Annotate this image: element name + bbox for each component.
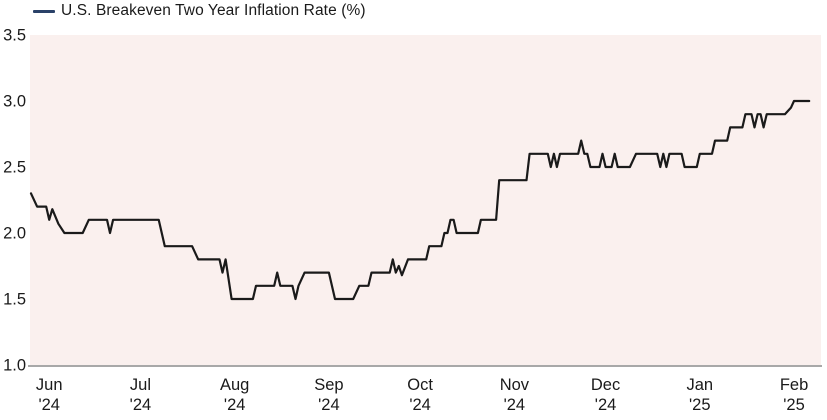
x-tick-label: Oct bbox=[407, 376, 433, 394]
x-tick-label: Feb bbox=[780, 376, 808, 394]
y-tick-label: 3.5 bbox=[3, 27, 26, 45]
legend-label: U.S. Breakeven Two Year Inflation Rate (… bbox=[61, 2, 366, 19]
x-tick-label: Sep bbox=[314, 376, 343, 394]
plot-area bbox=[30, 35, 821, 366]
x-tick-label: Nov bbox=[500, 376, 530, 394]
y-tick-label: 1.5 bbox=[3, 291, 26, 309]
y-tick-label: 2.0 bbox=[3, 225, 26, 243]
series-line bbox=[29, 99, 811, 301]
x-tick-year-label: '24 bbox=[38, 396, 60, 414]
x-tick-year-label: '24 bbox=[595, 396, 617, 414]
legend: U.S. Breakeven Two Year Inflation Rate (… bbox=[33, 2, 366, 20]
x-tick-label: Jul bbox=[130, 376, 151, 394]
x-tick-year-label: '25 bbox=[783, 396, 805, 414]
x-tick-year-label: '24 bbox=[318, 396, 340, 414]
x-tick-year-label: '24 bbox=[504, 396, 526, 414]
y-tick-label: 1.0 bbox=[3, 357, 26, 375]
y-tick-label: 3.0 bbox=[3, 93, 26, 111]
x-tick-year-label: '24 bbox=[130, 396, 152, 414]
x-tick-year-label: '24 bbox=[409, 396, 431, 414]
x-tick-year-label: '24 bbox=[224, 396, 246, 414]
legend-line-icon bbox=[33, 9, 55, 13]
x-tick-year-label: '25 bbox=[689, 396, 711, 414]
x-tick-label: Jun bbox=[36, 376, 63, 394]
x-tick-label: Aug bbox=[220, 376, 249, 394]
x-tick-label: Dec bbox=[591, 376, 620, 394]
x-tick-label: Jan bbox=[686, 376, 713, 394]
y-tick-label: 2.5 bbox=[3, 159, 26, 177]
